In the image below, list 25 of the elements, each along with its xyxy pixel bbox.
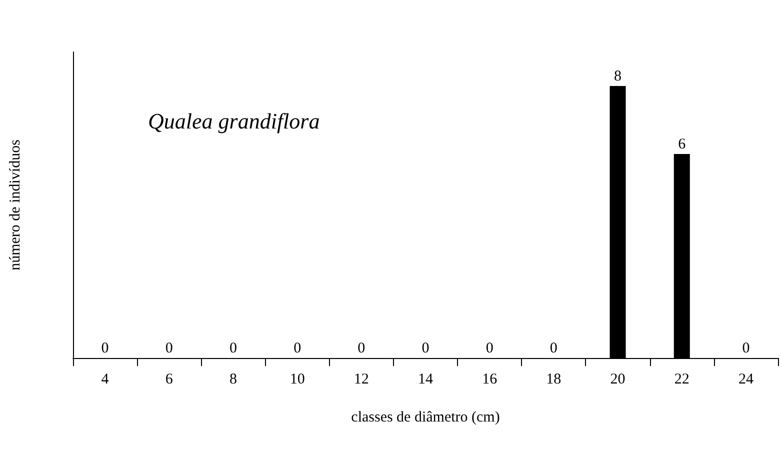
x-tick-label: 18 bbox=[546, 372, 562, 388]
data-label: 0 bbox=[229, 340, 237, 356]
x-tick-label: 24 bbox=[738, 372, 754, 388]
data-label: 0 bbox=[550, 340, 558, 356]
x-tick-label: 20 bbox=[610, 372, 626, 388]
x-tick-label: 12 bbox=[354, 372, 369, 388]
data-label: 0 bbox=[422, 340, 430, 356]
y-axis-title: número de indivíduos bbox=[8, 139, 24, 270]
x-tick-label: 16 bbox=[482, 372, 498, 388]
x-tick-label: 4 bbox=[101, 372, 110, 388]
x-axis-title: classes de diâmetro (cm) bbox=[351, 410, 500, 426]
data-label: 0 bbox=[101, 340, 109, 356]
data-label: 8 bbox=[614, 68, 622, 84]
annotation: Qualea grandiflora bbox=[148, 108, 320, 134]
x-tick-label: 6 bbox=[165, 372, 174, 388]
x-tick-label: 10 bbox=[290, 372, 305, 388]
data-label: 0 bbox=[742, 340, 750, 356]
data-label: 6 bbox=[678, 136, 686, 152]
data-label: 0 bbox=[294, 340, 302, 356]
x-tick-label: 22 bbox=[674, 372, 690, 388]
x-tick-label: 8 bbox=[229, 372, 237, 388]
data-label: 0 bbox=[165, 340, 173, 356]
x-tick-label: 14 bbox=[418, 372, 434, 388]
data-label: 0 bbox=[358, 340, 366, 356]
data-label: 0 bbox=[486, 340, 494, 356]
